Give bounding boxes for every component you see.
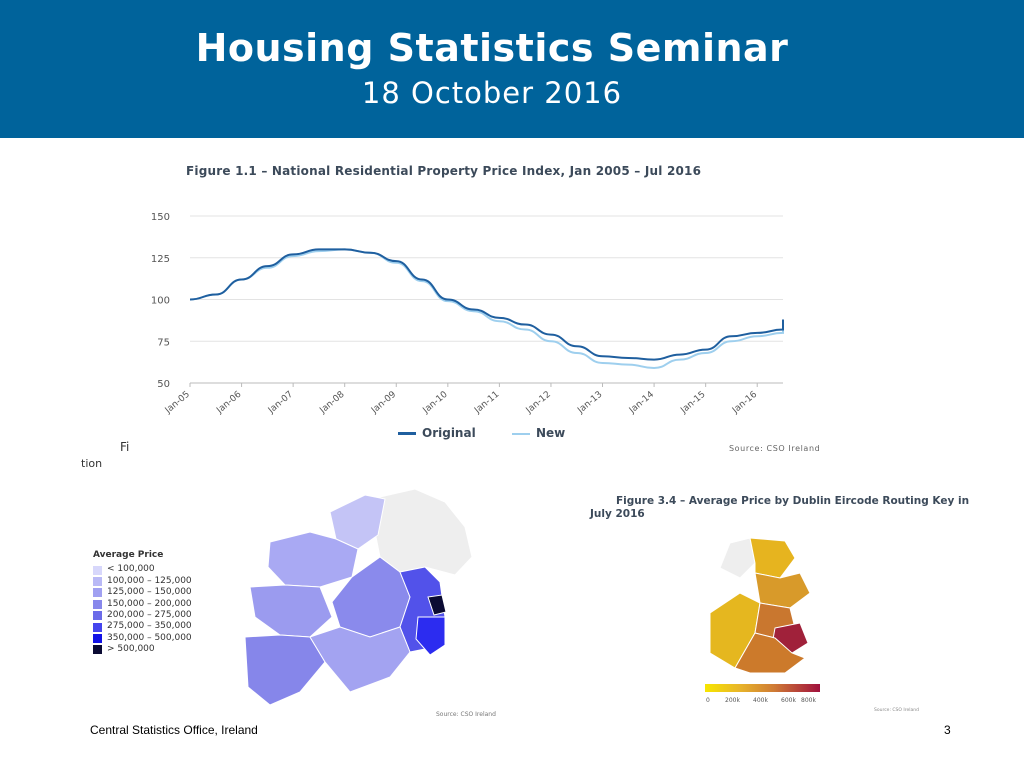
dublin-region-fingal: [749, 537, 796, 579]
y-tick-label: 150: [151, 212, 170, 223]
x-tick-label: Jan-15: [678, 390, 707, 417]
dublin-region-north: [754, 572, 811, 609]
legend-label-new: New: [536, 426, 566, 440]
ireland-legend-swatch: [93, 634, 102, 644]
dublin-region-north-grey: [719, 537, 756, 579]
chart-title: Figure 1.1 – National Residential Proper…: [186, 164, 702, 178]
ireland-legend-label: 125,000 – 150,000: [107, 587, 192, 598]
y-tick-label: 100: [151, 296, 170, 307]
figure-caption-fragment: Fi: [120, 440, 130, 454]
ireland-legend-label: 350,000 – 500,000: [107, 632, 192, 643]
y-tick-label: 75: [157, 337, 170, 348]
x-tick-label: Jan-12: [524, 390, 553, 417]
map-region-dublin: [427, 594, 447, 616]
dublin-region-south: [734, 632, 807, 674]
x-tick-label: Jan-08: [318, 389, 347, 416]
ireland-legend-row: 100,000 – 125,000: [93, 576, 192, 587]
x-tick-label: Jan-13: [575, 390, 604, 417]
series-line-original: [189, 248, 785, 361]
ireland-legend-swatch: [93, 645, 102, 655]
ireland-legend-row: 150,000 – 200,000: [93, 599, 192, 610]
scale-label-200k: 200k: [725, 697, 740, 704]
legend-swatch-original: [398, 432, 416, 435]
ireland-legend-label: 275,000 – 350,000: [107, 621, 192, 632]
chart-source: Source: CSO Ireland: [729, 444, 821, 453]
ireland-legend-label: 100,000 – 125,000: [107, 575, 192, 586]
map-region-southwest: [244, 634, 326, 706]
slide-title: Housing Statistics Seminar: [195, 26, 789, 70]
footer-organisation: Central Statistics Office, Ireland: [90, 723, 258, 737]
legend-label-original: Original: [422, 426, 476, 440]
scale-label-800k: 800k: [801, 697, 816, 704]
ireland-legend-row: < 100,000: [93, 564, 192, 575]
scale-label-600k: 600k: [781, 697, 796, 704]
ireland-legend-label: > 500,000: [107, 644, 155, 655]
ireland-legend-row: 275,000 – 350,000: [93, 621, 192, 632]
dublin-map-source: Source: CSO Ireland: [874, 708, 919, 713]
title-banner: [0, 0, 1024, 138]
x-tick-label: Jan-14: [627, 389, 656, 416]
x-tick-label: Jan-11: [472, 390, 501, 417]
ireland-legend-swatch: [93, 565, 102, 575]
ireland-legend-swatch: [93, 611, 102, 621]
ireland-legend-swatch: [93, 588, 102, 598]
y-tick-label: 50: [157, 379, 170, 390]
scale-label-400k: 400k: [753, 697, 768, 704]
x-tick-label: Jan-16: [730, 389, 759, 416]
ireland-legend-row: 200,000 – 275,000: [93, 610, 192, 621]
map-region-south: [309, 626, 411, 693]
ireland-legend-row: > 500,000: [93, 644, 192, 655]
ireland-map-source: Source: CSO Ireland: [436, 711, 496, 718]
caption-fragment-tion: tion: [81, 457, 103, 470]
ireland-legend-row: 350,000 – 500,000: [93, 633, 192, 644]
page-number: 3: [944, 723, 951, 737]
ireland-legend-swatch: [93, 577, 102, 587]
ireland-legend-label: 200,000 – 275,000: [107, 610, 192, 621]
dublin-map-title-line2: July 2016: [590, 508, 645, 520]
map-region-northwest-grey: [374, 488, 473, 576]
scale-label-0: 0: [706, 697, 710, 704]
dublin-price-map: [709, 537, 811, 674]
ireland-legend-swatch: [93, 622, 102, 632]
y-tick-label: 125: [151, 254, 170, 265]
ireland-legend-title: Average Price: [93, 550, 164, 560]
ireland-legend-label: 150,000 – 200,000: [107, 598, 192, 609]
dublin-price-scale: [705, 684, 820, 692]
map-region-west: [249, 584, 333, 638]
x-tick-label: Jan-09: [369, 389, 398, 416]
legend-item-original: Original: [398, 426, 476, 440]
ireland-price-map: [244, 488, 473, 706]
ireland-legend-label: < 100,000: [107, 564, 155, 575]
legend-item-new: New: [512, 426, 565, 440]
legend-swatch-new: [512, 432, 530, 435]
map-region-wicklow: [415, 616, 446, 656]
series-line-new: [189, 248, 785, 369]
x-tick-label: Jan-05: [163, 390, 192, 417]
x-tick-label: Jan-07: [266, 390, 295, 417]
x-tick-label: Jan-10: [421, 389, 450, 416]
slide-subtitle: 18 October 2016: [361, 76, 623, 110]
ireland-legend-row: 125,000 – 150,000: [93, 587, 192, 598]
ireland-legend-swatch: [93, 599, 102, 609]
x-tick-label: Jan-06: [214, 389, 243, 416]
ireland-map-legend: Average Price < 100,000 100,000 – 125,000…: [93, 550, 192, 656]
dublin-map-title: Figure 3.4 – Average Price by Dublin Eir…: [616, 495, 970, 507]
